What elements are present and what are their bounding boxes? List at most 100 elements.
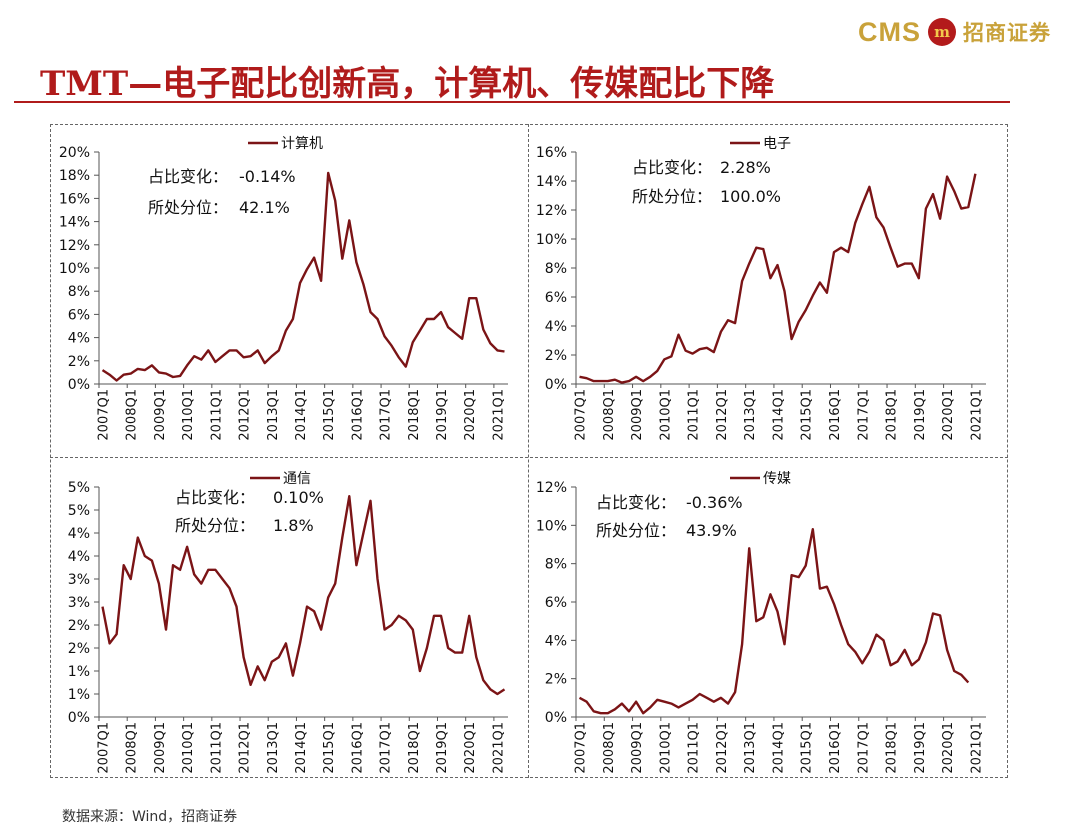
x-tick-label: 2008Q1 xyxy=(125,389,140,441)
y-tick-label: 10% xyxy=(536,232,567,248)
y-tick-label: 8% xyxy=(545,557,567,573)
y-tick-label: 12% xyxy=(59,238,90,254)
stat-percentile-label: 所处分位： xyxy=(596,521,676,540)
x-tick-label: 2008Q1 xyxy=(602,389,617,441)
x-tick-label: 2011Q1 xyxy=(209,389,224,441)
x-tick-label: 2013Q1 xyxy=(266,389,281,441)
y-tick-label: 4% xyxy=(68,331,90,347)
series-line xyxy=(579,173,977,384)
stat-percentile-label: 所处分位： xyxy=(632,187,712,206)
series-line xyxy=(578,527,970,715)
chart-media: 0% 2% 4% 6% 8% 10% 12% 2007Q1 2008Q1 2009Q1 2010Q1… xyxy=(536,471,986,774)
x-tick-label: 2012Q1 xyxy=(238,389,253,441)
y-tick-label: 0% xyxy=(68,377,90,393)
y-tick-label: 14% xyxy=(536,174,567,190)
y-tick-label: 4% xyxy=(68,549,90,565)
x-tick-label: 2015Q1 xyxy=(322,722,337,774)
x-tick-label: 2010Q1 xyxy=(181,389,196,441)
y-tick-label: 20% xyxy=(59,145,90,161)
x-tick-label: 2014Q1 xyxy=(771,722,786,774)
x-tick-label: 2019Q1 xyxy=(913,389,928,441)
y-tick-label: 2% xyxy=(545,348,567,364)
y-tick-label: 1% xyxy=(68,664,90,680)
y-tick-label: 4% xyxy=(545,633,567,649)
x-tick-label: 2012Q1 xyxy=(715,389,730,441)
legend-label: 计算机 xyxy=(281,136,323,152)
x-tick-label: 2007Q1 xyxy=(97,389,112,441)
stat-percentile-value: 100.0% xyxy=(720,187,781,206)
chart-computer: 0% 2% 4% 6% 8% 10% 12% 14% 16% 18% 20% 2007Q1 2008Q1… xyxy=(59,136,508,441)
x-tick-label: 2008Q1 xyxy=(125,722,140,774)
legend-label: 通信 xyxy=(283,471,311,487)
x-tick-label: 2009Q1 xyxy=(153,722,168,774)
y-tick-label: 16% xyxy=(59,191,90,207)
stat-change-label: 占比变化： xyxy=(632,158,712,177)
y-tick-label: 12% xyxy=(536,203,567,219)
chart-telecom: 0% 1% 1% 2% 2% 3% 3% 4% 4% 5% 5% 2007Q1 2008Q1 2009Q1… xyxy=(68,471,508,774)
x-tick-label: 2009Q1 xyxy=(630,389,645,441)
stat-change-value: -0.14% xyxy=(239,167,296,186)
series-line xyxy=(101,495,506,696)
x-tick-label: 2009Q1 xyxy=(153,389,168,441)
y-tick-label: 18% xyxy=(59,168,90,184)
stat-percentile-label: 所处分位： xyxy=(148,198,228,217)
y-tick-label: 5% xyxy=(68,503,90,519)
x-tick-label: 2012Q1 xyxy=(238,722,253,774)
y-tick-label: 2% xyxy=(68,354,90,370)
stat-percentile-value: 43.9% xyxy=(686,521,737,540)
brand-logo-group: CMS m 招商证券 xyxy=(858,14,1051,50)
x-tick-label: 2015Q1 xyxy=(322,389,337,441)
y-tick-label: 3% xyxy=(68,595,90,611)
y-tick-label: 5% xyxy=(68,480,90,496)
x-tick-label: 2010Q1 xyxy=(658,389,673,441)
brand-cms-text: CMS xyxy=(858,16,921,47)
x-tick-label: 2019Q1 xyxy=(435,722,450,774)
x-tick-label: 2014Q1 xyxy=(771,389,786,441)
y-tick-label: 4% xyxy=(68,526,90,542)
x-tick-label: 2019Q1 xyxy=(435,389,450,441)
x-tick-label: 2010Q1 xyxy=(181,722,196,774)
x-tick-label: 2007Q1 xyxy=(574,389,589,441)
page-title: TMT—电子配比创新高，计算机、传媒配比下降 xyxy=(40,64,775,104)
x-tick-label: 2016Q1 xyxy=(350,389,365,441)
stat-change-value: 2.28% xyxy=(720,158,771,177)
x-tick-label: 2015Q1 xyxy=(800,722,815,774)
x-tick-label: 2009Q1 xyxy=(630,722,645,774)
x-tick-label: 2017Q1 xyxy=(856,722,871,774)
y-tick-label: 0% xyxy=(545,710,567,726)
y-tick-label: 10% xyxy=(536,518,567,534)
x-tick-label: 2008Q1 xyxy=(602,722,617,774)
title-divider xyxy=(14,101,1010,103)
x-tick-label: 2012Q1 xyxy=(715,722,730,774)
series-line xyxy=(101,171,505,382)
x-tick-label: 2011Q1 xyxy=(687,389,702,441)
y-tick-label: 0% xyxy=(545,377,567,393)
chart-frame xyxy=(50,124,1008,778)
y-tick-label: 3% xyxy=(68,572,90,588)
stat-change-label: 占比变化： xyxy=(175,488,255,507)
x-tick-label: 2014Q1 xyxy=(294,389,309,441)
chart-electronics: 0% 2% 4% 6% 8% 10% 12% 14% 16% 2007Q1 2008Q1 2009Q1… xyxy=(536,136,986,441)
x-tick-label: 2011Q1 xyxy=(687,722,702,774)
y-tick-label: 6% xyxy=(68,307,90,323)
y-tick-label: 2% xyxy=(68,641,90,657)
x-tick-label: 2020Q1 xyxy=(463,389,478,441)
y-tick-label: 4% xyxy=(545,319,567,335)
x-tick-label: 2020Q1 xyxy=(463,722,478,774)
x-tick-label: 2017Q1 xyxy=(379,722,394,774)
x-tick-label: 2017Q1 xyxy=(379,389,394,441)
x-tick-label: 2021Q1 xyxy=(969,389,984,441)
y-tick-label: 6% xyxy=(545,290,567,306)
x-tick-label: 2021Q1 xyxy=(491,722,506,774)
x-tick-label: 2020Q1 xyxy=(941,722,956,774)
x-tick-label: 2013Q1 xyxy=(743,722,758,774)
stat-change-label: 占比变化： xyxy=(596,493,676,512)
x-tick-label: 2011Q1 xyxy=(209,722,224,774)
brand-emblem-icon: m xyxy=(928,18,956,46)
x-tick-label: 2017Q1 xyxy=(856,389,871,441)
x-tick-label: 2018Q1 xyxy=(407,389,422,441)
y-tick-label: 10% xyxy=(59,261,90,277)
x-tick-label: 2020Q1 xyxy=(941,389,956,441)
x-tick-label: 2016Q1 xyxy=(350,722,365,774)
x-tick-label: 2018Q1 xyxy=(407,722,422,774)
